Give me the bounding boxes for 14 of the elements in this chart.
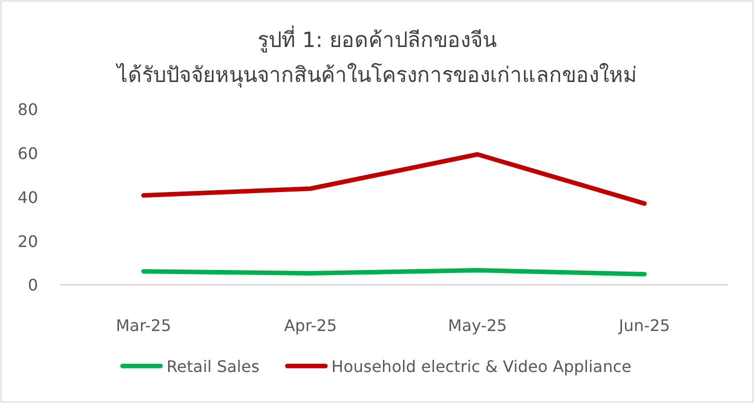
chart-title: รูปที่ 1: ยอดค้าปลีกของจีน	[258, 25, 496, 53]
legend-label: Household electric & Video Appliance	[331, 357, 632, 376]
x-tick-label: Mar-25	[116, 316, 172, 335]
x-tick-label: May-25	[448, 316, 507, 335]
y-tick-label: 20	[18, 232, 38, 251]
y-tick-label: 80	[18, 100, 38, 120]
legend-label: Retail Sales	[166, 357, 260, 376]
chart-subtitle: ได้รับปัจจัยหนุนจากสินค้าในโครงการของเก่าแลกของใหม่	[115, 63, 637, 88]
x-tick-label: Apr-25	[284, 316, 337, 335]
y-tick-label: 0	[28, 276, 38, 295]
y-tick-label: 40	[18, 188, 38, 207]
x-tick-label: Jun-25	[618, 316, 670, 335]
y-tick-label: 60	[18, 144, 38, 164]
line-series	[141, 152, 647, 206]
